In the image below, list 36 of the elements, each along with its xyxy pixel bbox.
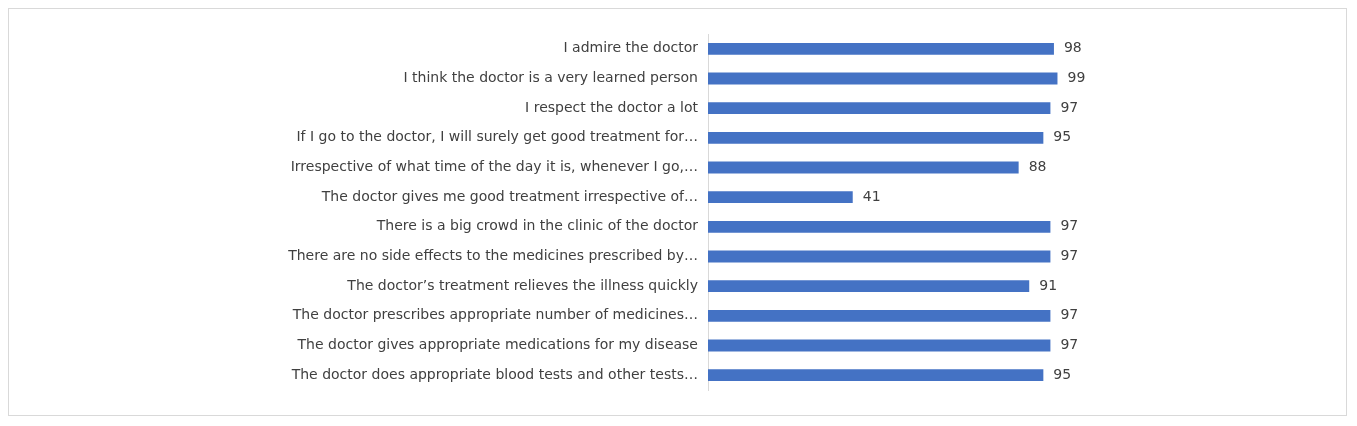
data-label: 98	[1063, 39, 1082, 56]
bar	[708, 131, 1044, 144]
y-tick-label: There is a big crowd in the clinic of the doctor	[375, 217, 699, 234]
y-tick-label: The doctor gives me good treatment irrespective of…	[320, 187, 698, 204]
y-tick-label: The doctor prescribes appropriate number of medicines…	[291, 306, 698, 323]
data-label: 99	[1067, 69, 1086, 86]
bar	[708, 42, 1054, 55]
data-label: 95	[1053, 128, 1072, 145]
y-tick-label: The doctor does appropriate blood tests and other tests…	[290, 365, 698, 382]
data-label: 41	[862, 187, 881, 204]
bar	[708, 191, 853, 204]
y-tick-label: There are no side effects to the medicines prescribed by…	[287, 247, 698, 264]
y-tick-label: The doctor gives appropriate medications for my disease	[296, 336, 698, 353]
data-label: 88	[1028, 158, 1047, 175]
y-tick-label: The doctor’s treatment relieves the illness quickly	[346, 276, 698, 293]
bar	[708, 72, 1058, 85]
bar	[708, 102, 1051, 115]
y-tick-label: I think the doctor is a very learned person	[403, 69, 698, 86]
data-label: 97	[1060, 247, 1079, 264]
data-label: 91	[1039, 276, 1058, 293]
data-label: 97	[1060, 306, 1079, 323]
bar	[708, 369, 1044, 382]
y-tick-label: If I go to the doctor, I will surely get good treatment for…	[296, 128, 698, 145]
bar	[708, 220, 1051, 233]
bar	[708, 280, 1030, 293]
data-label: 97	[1060, 98, 1079, 115]
bar	[708, 250, 1051, 263]
data-label: 95	[1053, 365, 1072, 382]
bar	[708, 161, 1019, 174]
data-label: 97	[1060, 217, 1079, 234]
y-tick-label: I respect the doctor a lot	[525, 98, 699, 115]
data-label: 97	[1060, 336, 1079, 353]
y-tick-label: I admire the doctor	[563, 39, 699, 56]
y-tick-label: Irrespective of what time of the day it is, whenever I go,…	[290, 158, 698, 175]
bar	[708, 339, 1051, 352]
bar	[708, 309, 1051, 322]
